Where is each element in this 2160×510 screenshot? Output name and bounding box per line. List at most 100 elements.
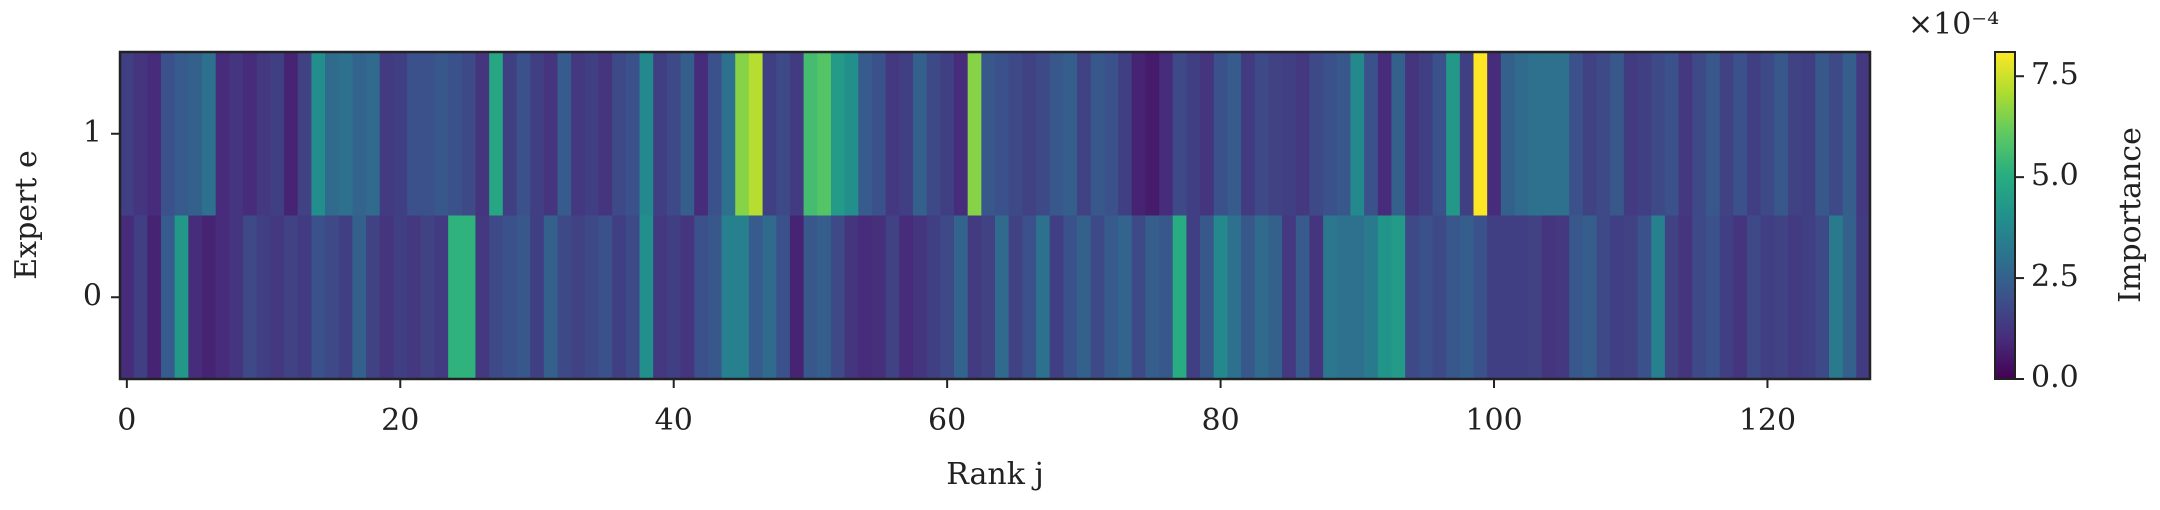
heatmap-cell — [366, 52, 381, 216]
heatmap-cell — [1172, 52, 1187, 216]
heatmap-cell — [1446, 52, 1461, 216]
heatmap-cell — [1610, 52, 1625, 216]
heatmap-cell — [1336, 52, 1351, 216]
heatmap-cell — [229, 215, 244, 379]
heatmap-cell — [243, 52, 258, 216]
heatmap-cell — [1022, 215, 1037, 379]
heatmap-cell — [1118, 52, 1133, 216]
heatmap-cell — [625, 215, 641, 379]
heatmap-cell — [953, 52, 969, 216]
heatmap-cell — [256, 215, 271, 379]
heatmap-cell — [1131, 52, 1146, 216]
x-tick-label: 20 — [381, 403, 419, 438]
heatmap-cell — [1104, 52, 1119, 216]
heatmap-cell — [325, 52, 340, 216]
heatmap-cell — [680, 52, 695, 216]
heatmap-cell — [1528, 215, 1543, 379]
heatmap-cell — [995, 215, 1010, 379]
heatmap-cell — [953, 215, 969, 379]
heatmap-cell — [188, 52, 203, 216]
heatmap-cell — [776, 52, 791, 216]
heatmap-cell — [188, 215, 203, 379]
heatmap-cell — [981, 52, 996, 216]
heatmap-cell — [748, 52, 764, 216]
heatmap-cell — [844, 215, 859, 379]
heatmap-cell — [1596, 215, 1611, 379]
heatmap-cell — [1856, 52, 1871, 216]
heatmap-cell — [830, 215, 846, 379]
heatmap-cell — [1282, 52, 1297, 216]
heatmap-cell — [1159, 215, 1174, 379]
heatmap-cell — [1828, 215, 1844, 379]
heatmap-cell — [912, 215, 928, 379]
heatmap-cell — [516, 215, 531, 379]
heatmap-cell — [147, 215, 162, 379]
heatmap-cell — [366, 215, 381, 379]
heatmap-cell — [557, 52, 572, 216]
heatmap-cell — [174, 52, 189, 216]
heatmap-cell — [1705, 52, 1721, 216]
heatmap-cell — [1104, 215, 1119, 379]
heatmap-cell — [1856, 215, 1871, 379]
heatmap-cell — [1172, 215, 1187, 379]
heatmap-cell — [407, 52, 422, 216]
heatmap-cell — [871, 52, 887, 216]
heatmap-cell — [653, 52, 668, 216]
heatmap-cell — [489, 52, 504, 216]
heatmap-cell — [543, 215, 558, 379]
heatmap-cell — [338, 215, 353, 379]
colorbar-tick-label: 2.5 — [2031, 259, 2079, 294]
heatmap-cell — [1664, 52, 1680, 216]
heatmap-cell — [817, 215, 832, 379]
heatmap-cell — [1651, 52, 1666, 216]
heatmap-cell — [1268, 215, 1283, 379]
heatmap-cell — [1200, 52, 1215, 216]
heatmap-cell — [694, 215, 709, 379]
y-axis-label: Expert e — [9, 150, 44, 279]
heatmap-cell — [1241, 215, 1256, 379]
heatmap-cell — [1268, 52, 1283, 216]
heatmap-cell — [1514, 52, 1529, 216]
heatmap-cell — [1582, 52, 1598, 216]
heatmap-cell — [1815, 52, 1830, 216]
heatmap-cell — [1323, 52, 1338, 216]
heatmap-cell — [1377, 215, 1392, 379]
heatmap-cell — [926, 52, 941, 216]
heatmap-cell — [1555, 52, 1570, 216]
heatmap-cell — [270, 52, 285, 216]
heatmap-cell — [379, 52, 394, 216]
heatmap-cell — [434, 215, 449, 379]
heatmap-cell — [1008, 215, 1023, 379]
heatmap-cell — [502, 52, 517, 216]
heatmap-cell — [1692, 215, 1707, 379]
heatmap-cell — [1090, 52, 1105, 216]
heatmap-cell — [789, 215, 805, 379]
heatmap-cell — [120, 215, 135, 379]
heatmap-cell — [1746, 52, 1762, 216]
heatmap-cell — [721, 52, 736, 216]
heatmap-cell — [858, 215, 873, 379]
heatmap-cell — [393, 215, 408, 379]
heatmap-cell — [297, 52, 312, 216]
heatmap-cell — [735, 52, 750, 216]
heatmap-cell — [379, 215, 394, 379]
heatmap-cell — [1664, 215, 1680, 379]
heatmap-cell — [1528, 52, 1543, 216]
heatmap-cell — [147, 52, 162, 216]
heatmap-cell — [284, 52, 299, 216]
heatmap-cell — [899, 52, 914, 216]
heatmap-cell — [543, 52, 558, 216]
heatmap-cell — [612, 215, 627, 379]
heatmap-cell — [1459, 215, 1475, 379]
heatmap-cell — [707, 52, 723, 216]
heatmap-cell — [1473, 215, 1488, 379]
heatmap-cell — [120, 52, 135, 216]
heatmap-cell — [1678, 52, 1693, 216]
heatmap-cell — [229, 52, 244, 216]
heatmap-cell — [612, 52, 627, 216]
heatmap-cell — [762, 52, 777, 216]
heatmap-cell — [1036, 52, 1051, 216]
heatmap — [120, 52, 1871, 379]
heatmap-cell — [666, 215, 682, 379]
heatmap-cell — [1446, 215, 1461, 379]
